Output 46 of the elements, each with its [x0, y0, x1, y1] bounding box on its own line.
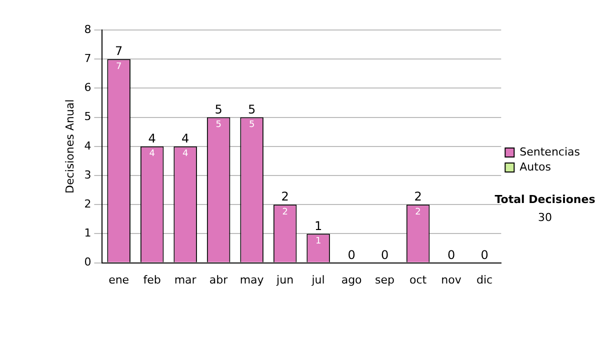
x-tick-label: mar [174, 273, 197, 286]
total-label: 2 [281, 190, 289, 204]
x-tick-label: ene [108, 273, 130, 286]
data-label: 1 [315, 236, 322, 247]
data-label: 5 [248, 120, 255, 130]
total-label: 7 [115, 44, 123, 58]
x-tick-label: dic [476, 273, 493, 286]
data-label: 2 [415, 207, 421, 218]
x-tick-label: sep [375, 273, 395, 286]
y-axis-title: Decisiones Anual [63, 99, 76, 194]
annotation: Total Decisiones [494, 192, 596, 206]
data-label: 4 [149, 149, 156, 160]
y-tick-label: 6 [84, 81, 92, 94]
total-label: 0 [348, 248, 356, 262]
x-tick-label: jul [310, 273, 325, 286]
total-label: 5 [214, 102, 222, 116]
y-tick-label: 4 [84, 139, 92, 152]
y-tick-label: 8 [84, 22, 92, 36]
y-tick-label: 2 [84, 197, 92, 210]
x-tick-label: jun [276, 273, 294, 286]
y-tick-label: 7 [84, 52, 92, 65]
text: 30 [538, 210, 552, 224]
total-label: 4 [181, 132, 190, 146]
y-tick-label: 0 [84, 256, 92, 269]
total-label: 5 [248, 102, 256, 116]
data-label: 2 [282, 207, 288, 218]
x-tick-label: nov [441, 273, 462, 286]
y-tick-label: 1 [84, 226, 92, 240]
data-label: 7 [116, 62, 122, 72]
data-label: 5 [216, 120, 222, 130]
legend-label: Autos [520, 160, 552, 174]
x-tick-label: abr [209, 273, 228, 286]
x-tick-label: oct [409, 273, 428, 286]
x-tick-label: feb [143, 273, 161, 286]
total-label: 4 [148, 132, 156, 146]
total-label: 2 [414, 190, 422, 204]
total-label: 1 [314, 218, 322, 233]
total-label: 0 [447, 248, 456, 262]
x-tick-label: ago [341, 273, 362, 286]
total-label: 0 [480, 248, 488, 262]
data-label: 4 [182, 149, 188, 160]
legend-label: Sentencias [520, 145, 580, 158]
y-tick-label: 5 [84, 110, 92, 124]
x-tick-label: may [240, 273, 264, 286]
total-label: 0 [380, 248, 389, 262]
y-tick-label: 3 [84, 168, 92, 182]
